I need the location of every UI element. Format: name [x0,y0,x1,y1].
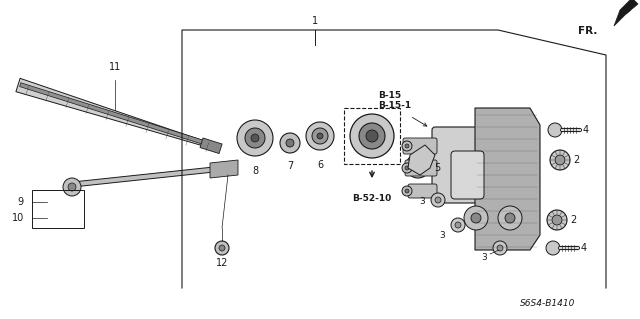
Circle shape [435,197,441,203]
Text: B-15: B-15 [378,91,401,100]
Circle shape [550,150,570,170]
Circle shape [405,189,409,193]
Text: 2: 2 [573,155,579,165]
Bar [200,138,222,153]
Circle shape [464,206,488,230]
Text: 6: 6 [317,160,323,170]
Circle shape [286,139,294,147]
Text: 3: 3 [419,197,425,206]
Text: 3: 3 [481,254,487,263]
Circle shape [245,128,265,148]
FancyBboxPatch shape [451,151,484,199]
Text: FR.: FR. [578,26,597,36]
Circle shape [402,141,412,151]
Circle shape [406,154,430,178]
Circle shape [552,215,562,225]
Text: 3: 3 [439,231,445,240]
Text: 8: 8 [252,166,258,176]
FancyBboxPatch shape [403,138,437,154]
Circle shape [223,163,233,173]
Text: S6S4-B1410: S6S4-B1410 [520,299,575,308]
Circle shape [68,183,76,191]
Circle shape [237,120,273,156]
Circle shape [547,210,567,230]
Circle shape [215,241,229,255]
Text: 12: 12 [216,258,228,268]
Circle shape [548,123,562,137]
Text: 9: 9 [18,197,24,207]
Circle shape [222,162,234,174]
Polygon shape [408,145,435,175]
Circle shape [555,155,565,165]
Circle shape [219,245,225,251]
Text: 11: 11 [109,62,121,72]
Polygon shape [68,166,228,188]
Text: 4: 4 [581,243,587,253]
Circle shape [505,213,515,223]
Text: 7: 7 [287,161,293,171]
Circle shape [431,193,445,207]
Circle shape [451,218,465,232]
Polygon shape [614,0,638,26]
Circle shape [306,122,334,150]
Circle shape [471,213,481,223]
Circle shape [402,186,412,196]
Text: B-52-10: B-52-10 [353,194,392,203]
Circle shape [402,163,412,173]
Polygon shape [20,83,214,147]
Text: 4: 4 [583,125,589,135]
Bar [344,108,400,164]
Circle shape [455,222,461,228]
Circle shape [359,123,385,149]
Circle shape [498,206,522,230]
Polygon shape [475,108,540,250]
Circle shape [350,114,394,158]
Circle shape [317,133,323,139]
Circle shape [413,161,423,171]
Text: 1: 1 [312,16,318,26]
Circle shape [251,134,259,142]
Polygon shape [16,78,219,150]
Bar [32,190,84,228]
Circle shape [63,178,81,196]
Text: 2: 2 [570,215,576,225]
Circle shape [366,130,378,142]
FancyBboxPatch shape [405,160,437,176]
Circle shape [546,241,560,255]
Circle shape [280,133,300,153]
Text: 10: 10 [12,213,24,223]
Circle shape [312,128,328,144]
Polygon shape [210,160,238,178]
Text: B-15-1: B-15-1 [378,101,411,110]
Circle shape [493,241,507,255]
FancyBboxPatch shape [408,184,437,198]
Circle shape [405,144,409,148]
FancyBboxPatch shape [432,127,493,203]
Circle shape [405,166,409,170]
Text: 5: 5 [434,163,440,173]
Circle shape [497,245,503,251]
